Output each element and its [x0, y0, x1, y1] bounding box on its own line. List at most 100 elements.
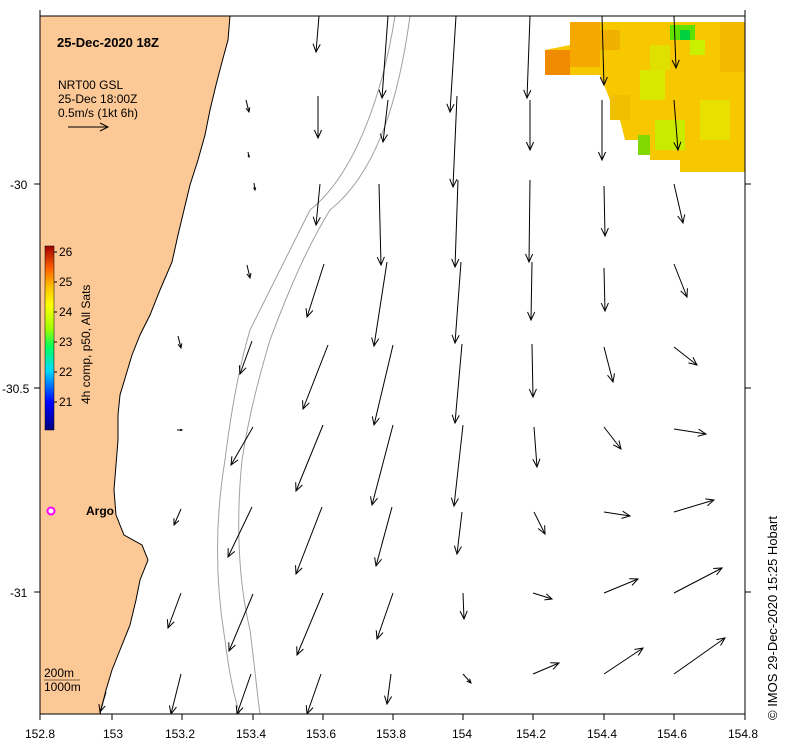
current-arrow: [451, 179, 460, 269]
colorbar-tick: 26: [59, 245, 73, 259]
current-arrow: [166, 592, 182, 630]
current-arrow: [603, 647, 645, 675]
y-tick-label: -30.5: [2, 382, 30, 396]
x-tick-label: 153.6: [306, 727, 336, 741]
current-arrow: [603, 578, 640, 594]
current-arrow: [246, 264, 252, 280]
current-arrow: [603, 346, 615, 384]
credit-text: © IMOS 29-Dec-2020 15:25 Hobart: [765, 516, 780, 720]
current-arrow: [673, 99, 682, 152]
colorbar-ticks: [54, 251, 57, 403]
current-arrow: [374, 506, 393, 568]
scale-arrow-icon: [68, 122, 110, 132]
current-arrow: [599, 16, 608, 87]
current-arrow: [532, 426, 541, 469]
current-arrow: [673, 346, 698, 366]
current-arrow: [603, 510, 632, 519]
current-arrow: [673, 498, 716, 513]
current-arrow: [446, 16, 457, 114]
argo-marker-icon: [46, 506, 56, 516]
current-arrow: [302, 344, 329, 411]
current-arrow: [462, 673, 472, 684]
current-arrow: [247, 151, 250, 159]
current-arrow: [671, 16, 680, 70]
x-tick-label: 154.4: [587, 727, 617, 741]
argo-label: Argo: [86, 504, 114, 518]
depth-label-1000m: 1000m: [44, 680, 81, 694]
product-line-2: 25-Dec 18:00Z: [58, 92, 137, 106]
current-vectors: [98, 16, 726, 714]
current-arrow: [168, 673, 182, 714]
current-arrow: [673, 183, 686, 225]
x-tick-label: 153: [103, 727, 123, 741]
current-arrow: [238, 340, 253, 376]
current-arrow: [453, 511, 463, 556]
colorbar: [44, 245, 55, 431]
current-arrow: [235, 673, 252, 714]
current-arrow: [673, 637, 726, 675]
y-tick-label: -31: [10, 586, 28, 600]
current-arrow: [532, 592, 554, 601]
current-arrow: [450, 424, 464, 508]
land-area: [40, 16, 231, 714]
current-arrow: [312, 16, 321, 54]
current-arrow: [295, 424, 324, 493]
current-arrow: [370, 424, 394, 507]
current-arrow: [528, 343, 537, 399]
current-arrow: [375, 592, 394, 641]
current-arrow: [228, 593, 254, 653]
current-arrow: [603, 426, 622, 450]
colorbar-label: 4h comp, p50, All Sats: [79, 285, 93, 404]
current-arrow: [533, 511, 546, 536]
current-arrow: [230, 426, 254, 467]
current-arrow: [673, 567, 724, 594]
colorbar-tick: 22: [59, 365, 73, 379]
current-arrow: [673, 428, 708, 437]
depth-label-200m: 200m: [44, 666, 74, 680]
current-arrow: [523, 16, 532, 100]
current-arrow: [525, 100, 535, 152]
current-arrow: [527, 261, 536, 322]
current-arrow: [600, 185, 609, 238]
current-arrow: [245, 99, 251, 114]
scale-text: 0.5m/s (1kt 6h): [58, 106, 138, 120]
current-arrow: [376, 183, 385, 267]
current-arrow: [449, 95, 458, 189]
sst-patch: [545, 22, 745, 172]
current-arrow: [227, 506, 253, 559]
current-arrow: [305, 673, 322, 714]
colorbar-tick: 23: [59, 335, 73, 349]
product-line-1: NRT00 GSL: [58, 78, 123, 92]
x-tick-label: 152.8: [25, 727, 55, 741]
x-tick-label: 154.2: [516, 727, 546, 741]
isobath-1000m: [238, 16, 411, 714]
current-arrow: [312, 183, 321, 227]
current-arrow: [305, 263, 325, 319]
x-tick-label: 153.4: [236, 727, 266, 741]
y-tick-label: -30: [10, 178, 28, 192]
colorbar-tick: 21: [59, 395, 73, 409]
current-arrow: [597, 100, 607, 162]
x-tick-label: 153.8: [376, 727, 406, 741]
current-arrow: [673, 263, 688, 299]
x-tick-label: 154: [452, 727, 472, 741]
x-tick-label: 154.8: [728, 727, 758, 741]
current-arrow: [173, 508, 182, 527]
date-title: 25-Dec-2020 18Z: [57, 35, 159, 50]
current-arrow: [177, 335, 183, 350]
current-arrow: [384, 673, 393, 706]
current-arrow: [525, 179, 534, 264]
colorbar-tick: 25: [59, 275, 73, 289]
current-arrow: [600, 267, 609, 313]
current-arrow: [313, 96, 323, 140]
colorbar-tick: 24: [59, 305, 73, 319]
current-arrow: [371, 261, 388, 348]
current-arrow: [296, 592, 324, 657]
current-arrow: [379, 99, 389, 144]
x-ticks: [39, 10, 746, 720]
current-arrow: [378, 16, 389, 100]
current-arrow: [295, 506, 323, 576]
current-arrow: [451, 261, 462, 345]
current-arrow: [451, 343, 463, 425]
